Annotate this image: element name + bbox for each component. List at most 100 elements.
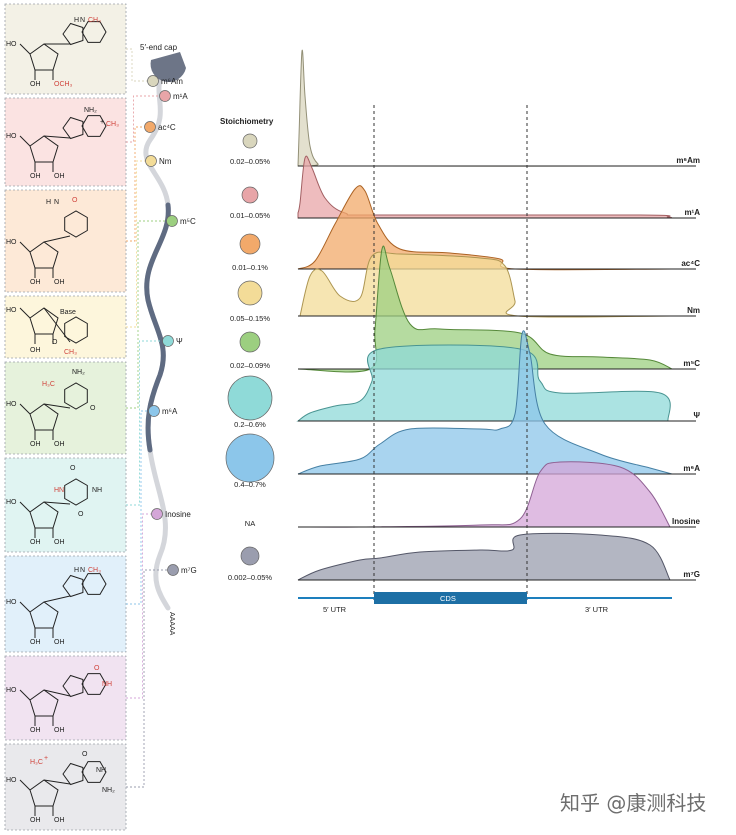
structure-panel-ac4C: H N O HO OH OH: [4, 189, 127, 293]
stoichiometry-title: Stoichiometry: [220, 117, 274, 126]
chem-label-o2: O: [78, 511, 84, 518]
marker-label: Ψ: [176, 337, 183, 346]
stoich-circle: [239, 331, 261, 353]
chem-label-h: H: [46, 199, 51, 206]
connector-line: [126, 160, 145, 328]
marker-dot: [166, 215, 178, 227]
chem-label-o: O: [94, 665, 100, 672]
watermark: 知乎 @康测科技: [560, 791, 706, 815]
marker-dot: [144, 121, 156, 133]
stoich-value: 0.4–0.7%: [234, 480, 266, 489]
chem-label-nh2: NH₂: [102, 787, 115, 794]
ridge-area: [296, 344, 672, 422]
ridge-label: ac⁴C: [681, 259, 700, 268]
chem-label-n: N: [54, 199, 59, 206]
panel-frame: [4, 189, 127, 293]
chem-label-oh2: OH: [54, 441, 65, 448]
chem-label-ho: HO: [6, 133, 17, 140]
panel-frame: [4, 555, 127, 653]
chem-label-o1: O: [70, 465, 76, 472]
connector-line: [126, 410, 148, 605]
stoich-m7G: 0.002–0.05%: [228, 546, 272, 582]
structure-panel-m5C: NH₂ H₃C O HO OH OH: [4, 361, 127, 455]
ridge-psi: Ψ: [296, 344, 701, 422]
marker-dot: [167, 564, 179, 576]
marker-label: m⁶A: [162, 407, 178, 416]
marker-Inosine: Inosine: [126, 508, 191, 699]
chem-label-h_label: H: [74, 17, 79, 24]
chem-label-h3c: H₃C: [42, 381, 55, 388]
chem-label-oh1: OH: [30, 539, 41, 546]
stoich-m1A: 0.01–0.05%: [230, 186, 270, 220]
chem-label-oh: OH: [30, 347, 41, 354]
chem-label-h: H: [74, 567, 79, 574]
chem-label-nh: NH: [96, 767, 106, 774]
marker-label: m⁶Am: [161, 77, 183, 86]
cap-icon: [150, 52, 186, 82]
panel-frame: [4, 457, 127, 553]
stoich-circle: [241, 186, 259, 204]
panel-frame: [4, 361, 127, 455]
chem-label-ho: HO: [6, 599, 17, 606]
connector-line: [126, 569, 167, 788]
marker-m5C: m⁵C: [126, 215, 196, 409]
connector-line: [126, 340, 162, 506]
chem-label-oh1: OH: [30, 279, 41, 286]
ridge-m6Am: m⁶Am: [297, 49, 700, 167]
chem-label-n_label: N: [80, 17, 85, 24]
chem-label-h3c: H₃C: [30, 759, 43, 766]
chem-label-oh1: OH: [30, 727, 41, 734]
panel-frame: [4, 655, 127, 741]
stoich-value: 0.02–0.09%: [230, 361, 270, 370]
chem-label-oh2: OH: [54, 539, 65, 546]
ridge-label: m⁶Am: [676, 156, 700, 165]
stoich-circle: [227, 375, 273, 421]
chem-label-nh: NH: [102, 681, 112, 688]
stoich-value: 0.01–0.1%: [232, 263, 268, 272]
marker-label: m⁷G: [181, 566, 197, 575]
ridge-label: m⁵C: [683, 359, 700, 368]
ridge-Inosine: Inosine: [297, 461, 701, 528]
stoich-circle: [240, 546, 260, 566]
chem-label-nh2: NH₂: [84, 107, 97, 114]
marker-label: Inosine: [165, 510, 191, 519]
marker-m6A: m⁶A: [126, 405, 178, 605]
panel-frame: [4, 97, 127, 187]
marker-label: m¹A: [173, 92, 188, 101]
chem-label-oh2: OH: [54, 817, 65, 824]
structure-panel-m6Am: H N CH₃ HO OH OCH₃: [4, 3, 127, 95]
connector-line: [126, 513, 151, 699]
chem-label-oh_label: OH: [30, 81, 41, 88]
chem-label-oh2: OH: [54, 727, 65, 734]
stoich-value: NA: [245, 519, 255, 528]
stoich-m6Am: 0.02–0.05%: [230, 133, 270, 166]
chem-label-o: O: [52, 339, 58, 346]
marker-m6Am: m⁶Am: [126, 48, 183, 87]
structure-panel-Inosine: O NH HO OH OH: [4, 655, 127, 741]
utr5-label: 5′ UTR: [323, 605, 347, 614]
chem-label-me_label: CH₃: [88, 17, 101, 24]
chem-label-base: Base: [60, 309, 76, 316]
marker-ac4C: ac⁴C: [126, 121, 176, 242]
chem-label-hn: HN: [54, 487, 64, 494]
connector-line: [126, 220, 166, 409]
ridge-area: [297, 185, 673, 271]
ridge-area: [297, 49, 673, 167]
chem-label-ch3: CH₃: [64, 349, 77, 356]
polya-label: AAAAA: [168, 612, 175, 636]
chem-label-oh2: OH: [54, 279, 65, 286]
chem-label-oh2: OH: [54, 639, 65, 646]
ridge-label: Ψ: [694, 411, 701, 420]
stoich-value: 0.2–0.6%: [234, 420, 266, 429]
marker-label: m⁵C: [180, 217, 196, 226]
chem-label-o: O: [90, 405, 96, 412]
structure-panel-psi: O HN NH O HO OH OH: [4, 457, 127, 553]
mrna-strand: 5′-end cap AAAAA: [140, 43, 186, 636]
chem-label-ho_label: HO: [6, 41, 17, 48]
chem-label-plus: +: [100, 119, 104, 126]
stoich-circle: [239, 233, 261, 255]
ridge-area: [297, 245, 673, 373]
stoich-circle: [242, 133, 258, 149]
chem-label-nh: NH: [92, 487, 102, 494]
